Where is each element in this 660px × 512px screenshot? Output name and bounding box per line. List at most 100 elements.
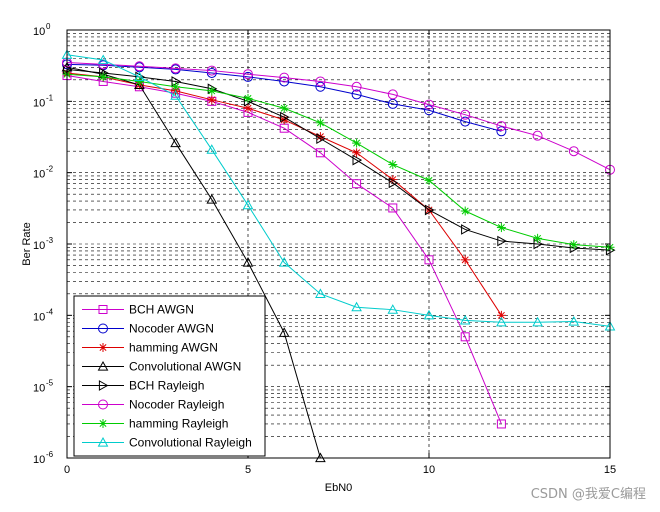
x-tick-label: 5: [245, 464, 251, 476]
data-point-hamming-rayleigh: [134, 76, 144, 86]
data-point-hamming-rayleigh: [424, 175, 434, 185]
y-tick-label: 10 0: [33, 22, 51, 38]
data-point-nocoder-rayleigh: [532, 130, 543, 141]
data-point-bch-awgn: [315, 148, 325, 158]
y-tick-exponent: -4: [46, 307, 54, 316]
data-point-convolutional-rayleigh: [351, 301, 362, 312]
legend-item: BCH Rayleigh: [82, 379, 204, 393]
legend-swatch-marker: [98, 399, 108, 410]
series-nocoder-rayleigh: [62, 57, 615, 175]
data-point-bch-rayleigh: [316, 133, 326, 144]
legend-item: Nocoder Rayleigh: [82, 398, 224, 412]
data-point-convolutional-rayleigh: [496, 316, 507, 327]
data-point-nocoder-rayleigh: [279, 72, 290, 83]
data-point-nocoder-awgn: [351, 89, 362, 100]
legend-label: Nocoder Rayleigh: [129, 398, 224, 412]
y-tick-label: 10 -3: [33, 236, 54, 252]
data-point-hamming-rayleigh: [496, 223, 506, 233]
legend-swatch-marker: [98, 343, 108, 352]
data-point-convolutional-rayleigh: [134, 71, 145, 82]
data-point-hamming-rayleigh: [533, 233, 543, 243]
data-point-convolutional-rayleigh: [532, 316, 543, 327]
data-point-nocoder-awgn: [206, 67, 217, 78]
data-point-hamming-rayleigh: [388, 160, 398, 170]
y-tick-label: 10 -2: [33, 165, 54, 181]
data-point-convolutional-rayleigh: [568, 315, 580, 326]
data-point-nocoder-rayleigh: [134, 61, 145, 72]
data-point-convolutional-awgn: [206, 194, 218, 204]
data-point-convolutional-rayleigh: [97, 54, 109, 65]
data-point-bch-rayleigh: [461, 224, 471, 235]
data-point-nocoder-awgn: [424, 105, 434, 116]
series-line-hamming-rayleigh: [66, 73, 611, 248]
y-axis-label: Ber Rate: [21, 222, 33, 265]
legend-label: BCH AWGN: [129, 303, 194, 317]
data-point-bch-awgn: [460, 332, 470, 342]
watermark: CSDN @我爱C编程: [530, 487, 646, 502]
series-bch-rayleigh: [62, 64, 616, 256]
data-point-hamming-rayleigh: [460, 206, 470, 216]
data-point-bch-rayleigh: [388, 177, 399, 189]
y-tick-base: 10: [33, 454, 45, 466]
y-tick-base: 10: [33, 311, 45, 323]
legend-swatch-marker: [97, 360, 109, 371]
data-point-hamming-rayleigh: [243, 93, 253, 103]
data-point-hamming-rayleigh: [352, 138, 362, 148]
y-tick-exponent: -2: [46, 165, 54, 174]
data-point-convolutional-rayleigh: [206, 144, 218, 154]
data-point-convolutional-awgn: [242, 256, 254, 267]
data-point-hamming-awgn: [243, 103, 253, 113]
data-point-convolutional-rayleigh: [242, 199, 254, 210]
data-point-hamming-rayleigh: [569, 240, 579, 250]
legend-item: hamming AWGN: [82, 341, 218, 355]
y-tick-base: 10: [33, 383, 45, 395]
x-tick-label: 0: [64, 464, 70, 476]
data-point-nocoder-rayleigh: [424, 99, 434, 110]
data-point-hamming-awgn: [352, 148, 362, 158]
legend-box: [73, 295, 266, 457]
data-point-nocoder-awgn: [243, 71, 253, 82]
x-tick-label: 10: [423, 464, 435, 476]
data-point-nocoder-rayleigh: [206, 65, 217, 76]
legend-item: BCH AWGN: [82, 303, 194, 317]
data-point-hamming-awgn: [460, 255, 470, 265]
data-point-bch-awgn: [352, 179, 362, 189]
data-point-hamming-rayleigh: [98, 72, 108, 82]
data-point-hamming-rayleigh: [315, 118, 325, 128]
data-point-bch-rayleigh: [280, 111, 290, 123]
legend-item: Nocoder AWGN: [82, 322, 214, 336]
data-point-bch-awgn: [496, 419, 506, 429]
legend-item: Convolutional AWGN: [82, 360, 241, 374]
data-point-hamming-rayleigh: [207, 86, 217, 96]
data-point-nocoder-rayleigh: [351, 81, 362, 92]
legend-label: hamming Rayleigh: [129, 417, 228, 431]
series-line-convolutional-rayleigh: [66, 54, 611, 327]
y-tick-label: 10 -1: [33, 93, 54, 109]
legend-label: Convolutional Rayleigh: [129, 436, 252, 450]
data-point-nocoder-rayleigh: [243, 69, 253, 80]
y-tick-exponent: 0: [46, 22, 51, 31]
series-line-nocoder-rayleigh: [66, 62, 611, 171]
data-point-nocoder-awgn: [279, 76, 290, 87]
data-point-convolutional-awgn: [170, 137, 181, 148]
data-point-convolutional-awgn: [278, 327, 290, 337]
legend-swatch-marker: [98, 305, 108, 314]
legend-item: Convolutional Rayleigh: [82, 436, 252, 450]
y-tick-label: 10 -5: [33, 379, 54, 395]
y-tick-label: 10 -6: [33, 450, 54, 466]
data-point-nocoder-rayleigh: [315, 76, 326, 87]
data-point-bch-awgn: [424, 255, 434, 265]
y-tick-exponent: -5: [46, 379, 54, 388]
y-tick-base: 10: [33, 169, 45, 181]
data-point-nocoder-awgn: [315, 81, 326, 92]
data-point-bch-rayleigh: [352, 154, 363, 166]
data-point-nocoder-awgn: [460, 116, 471, 127]
data-point-convolutional-rayleigh: [387, 304, 399, 314]
x-axis-label: EbN0: [325, 482, 353, 494]
data-point-nocoder-rayleigh: [568, 146, 579, 157]
data-point-bch-rayleigh: [424, 204, 435, 216]
y-tick-exponent: -1: [46, 93, 54, 102]
